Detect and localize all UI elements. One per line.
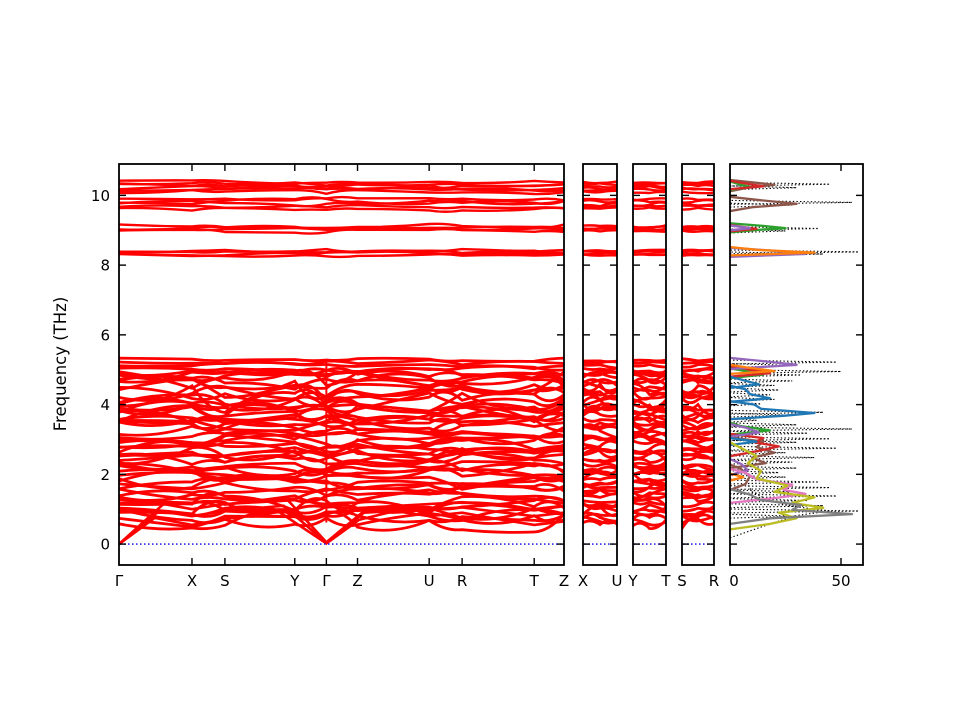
phonon-band bbox=[633, 192, 666, 193]
dos-projected-series bbox=[730, 386, 770, 402]
phonon-band bbox=[633, 360, 666, 361]
phonon-band bbox=[633, 182, 666, 183]
phonon-band bbox=[682, 465, 714, 468]
phonon-band bbox=[682, 226, 714, 227]
phonon-band bbox=[682, 231, 714, 232]
y-axis-title: Frequency (THz) bbox=[51, 297, 70, 432]
k-point-label: S bbox=[677, 572, 687, 590]
k-point-label: Y bbox=[289, 572, 300, 590]
phonon-band bbox=[633, 207, 666, 208]
k-point-label: U bbox=[612, 572, 623, 590]
y-tick-label: 6 bbox=[100, 326, 110, 344]
phonon-band bbox=[583, 250, 617, 251]
k-point-label: T bbox=[660, 572, 671, 590]
y-tick-label: 0 bbox=[100, 536, 110, 554]
phonon-band bbox=[633, 250, 666, 251]
k-point-label: Γ bbox=[322, 572, 331, 590]
band-structure-panels bbox=[119, 180, 714, 544]
phonon-bands-sr bbox=[682, 181, 714, 544]
y-tick-label: 10 bbox=[91, 187, 110, 205]
k-point-label: R bbox=[457, 572, 467, 590]
phonon-band bbox=[682, 198, 714, 199]
phonon-band bbox=[583, 182, 617, 184]
phonon-band bbox=[583, 225, 617, 226]
k-point-label: R bbox=[709, 572, 719, 590]
k-point-label: U bbox=[424, 572, 435, 590]
dos-projected-series bbox=[730, 225, 750, 230]
k-point-label: Γ bbox=[115, 572, 124, 590]
k-point-label: Y bbox=[627, 572, 638, 590]
phonon-band bbox=[583, 230, 617, 231]
y-tick-label: 4 bbox=[100, 396, 110, 414]
phonon-bands-yt bbox=[633, 182, 666, 544]
k-point-label: Z bbox=[352, 572, 362, 590]
phonon-bands-main bbox=[119, 180, 564, 544]
k-point-label: Z bbox=[559, 572, 569, 590]
phonon-band bbox=[682, 208, 714, 210]
phonon-band bbox=[119, 358, 564, 361]
phonon-band bbox=[682, 192, 714, 193]
y-tick-label: 2 bbox=[100, 466, 110, 484]
dos-projected-series bbox=[730, 247, 814, 255]
phonon-band bbox=[583, 228, 617, 229]
phonon-band bbox=[583, 501, 617, 503]
phonon-band bbox=[583, 361, 617, 362]
phonon-band bbox=[682, 250, 714, 251]
phonon-band bbox=[583, 418, 617, 421]
phonon-band bbox=[682, 253, 714, 254]
dos-tick-label: 0 bbox=[729, 572, 739, 590]
phonon-bands-xu bbox=[583, 182, 617, 545]
phonon-band bbox=[583, 477, 617, 479]
phonon-band bbox=[633, 365, 666, 368]
dos-panel bbox=[730, 180, 859, 538]
dos-total-dotted bbox=[730, 456, 814, 460]
k-point-label: X bbox=[578, 572, 588, 590]
k-point-label: X bbox=[187, 572, 197, 590]
dos-tick-label: 50 bbox=[831, 572, 850, 590]
phonon-band bbox=[119, 197, 564, 200]
dos-curves bbox=[730, 180, 859, 538]
k-point-label: T bbox=[529, 572, 540, 590]
phonon-band bbox=[633, 231, 666, 232]
phonon-band bbox=[633, 225, 666, 227]
phonon-band bbox=[682, 359, 714, 361]
k-point-label: S bbox=[220, 572, 230, 590]
phonon-band bbox=[682, 229, 714, 230]
phonon-band bbox=[583, 199, 617, 200]
phonon-band bbox=[633, 198, 666, 200]
y-tick-label: 8 bbox=[100, 257, 110, 275]
